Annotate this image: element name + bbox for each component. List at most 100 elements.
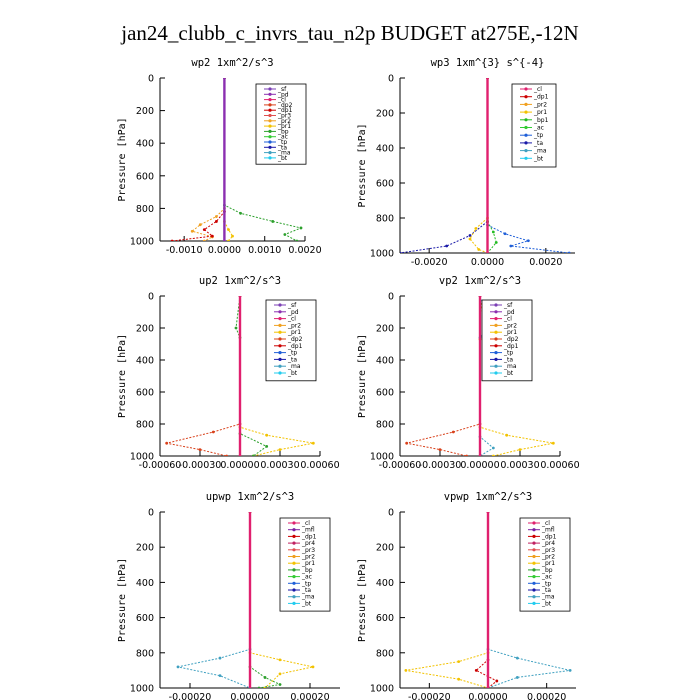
x-tick-label: 0.00030	[260, 460, 299, 471]
y-tick-label: 0	[148, 508, 154, 519]
y-tick-label: 600	[136, 613, 154, 624]
y-tick-label: 200	[136, 543, 154, 554]
series-point-bp	[295, 239, 299, 241]
series-point-bp	[265, 445, 269, 448]
legend-label: _ac	[533, 125, 544, 132]
x-tick-label: 0.00000	[468, 692, 507, 700]
series-point-dp1	[210, 234, 214, 238]
y-tick-label: 1000	[370, 684, 394, 695]
y-tick-label: 0	[148, 292, 154, 303]
series-point-dp1	[170, 239, 174, 241]
panel-title: wp3 1xm^{3} s^{-4}	[431, 57, 545, 69]
legend-box	[279, 517, 331, 612]
legend-marker	[524, 125, 528, 130]
legend-label: _pd	[503, 309, 515, 316]
chart-panel-1: wp2 1xm^2/s^3 Pressure [hPa] 0 200 400 600 800…	[117, 57, 322, 256]
legend-marker	[292, 541, 296, 545]
legend-label: _sf	[503, 302, 513, 309]
x-tick-label: 0.0020	[529, 257, 562, 268]
y-tick-label: 600	[376, 179, 394, 190]
series-point-pr1	[278, 448, 282, 451]
series-point-cl	[238, 296, 242, 298]
y-tick-label: 600	[136, 171, 154, 182]
series-point-dp1	[214, 220, 218, 223]
legend-marker	[268, 113, 272, 118]
legend-label: _pr2	[287, 322, 301, 329]
y-tick-label: 1000	[130, 237, 154, 248]
chart-panel-2: wp3 1xm^{3} s^{-4} Pressure [hPa] 0 200 400 6…	[357, 57, 575, 268]
legend-label: _ma	[541, 594, 555, 601]
legend-label: _pr4	[541, 540, 555, 547]
legend-label: _sf	[287, 302, 297, 309]
legend-marker	[292, 561, 296, 565]
series-point-pr1	[265, 433, 269, 437]
legend-marker	[494, 303, 498, 307]
legend-label: _pr1	[503, 329, 517, 336]
series-point-cl	[248, 686, 252, 688]
legend-label: _bp1	[533, 117, 549, 124]
legend-marker	[524, 102, 528, 106]
legend-label: _pr1	[541, 560, 555, 567]
legend-marker	[292, 521, 296, 525]
legend-marker	[278, 317, 282, 321]
series-point-bp	[251, 454, 255, 456]
series-point-pr1	[278, 658, 282, 662]
legend-label: _ta	[277, 144, 287, 151]
legend-label: _pd	[287, 309, 299, 316]
series-point-cl	[486, 512, 490, 514]
y-axis-label: Pressure [hPa]	[357, 334, 368, 418]
series-group	[176, 512, 315, 688]
series-point-pr1	[227, 239, 230, 241]
y-tick-label: 400	[376, 578, 394, 589]
legend-marker	[532, 568, 536, 572]
series-point-bp1	[491, 230, 495, 234]
legend-label: _ma	[301, 594, 315, 601]
legend-box	[511, 83, 557, 168]
x-tick-label: -0.00020	[408, 692, 451, 700]
legend-label: _ma	[503, 363, 517, 370]
x-tick-label: 0.0010	[248, 245, 281, 256]
legend-label: _bt	[541, 600, 552, 607]
legend-marker	[278, 364, 282, 368]
legend-label: _sf	[277, 86, 287, 93]
y-tick-label: 200	[136, 324, 154, 335]
legend-marker	[494, 371, 498, 375]
legend-marker	[524, 95, 528, 99]
legend-label: _ta	[301, 587, 311, 594]
series-group	[404, 512, 572, 688]
y-tick-label: 0	[148, 74, 154, 85]
legend-label: _mfl	[541, 527, 555, 534]
legend-label: _dp1	[287, 343, 303, 350]
series-group	[170, 78, 303, 241]
x-tick-label: 0.00000	[460, 460, 499, 471]
legend-marker	[292, 588, 296, 592]
legend-label: _pr1	[277, 123, 291, 130]
series-point-ma	[176, 665, 180, 669]
y-tick-label: 1000	[130, 452, 154, 463]
legend-marker	[292, 581, 296, 585]
series-point-pr1	[404, 669, 408, 672]
legend-marker	[292, 554, 296, 559]
legend-marker	[524, 156, 528, 160]
y-tick-label: 800	[376, 648, 394, 659]
legend-label: _bp	[277, 128, 289, 135]
series-point-pr1	[477, 248, 481, 251]
chart-panel-3: up2 1xm^2/s^3 Pressure [hPa] 0 200 400 600 800…	[117, 275, 340, 471]
legend-marker	[268, 135, 272, 139]
series-point-dp2	[198, 448, 202, 451]
legend-marker	[494, 323, 498, 327]
series-point-pr2	[198, 223, 202, 227]
y-tick-label: 400	[136, 578, 154, 589]
x-tick-label: 0.00060	[540, 460, 579, 471]
series-point-dp2	[405, 441, 409, 445]
legend-label: _pr2	[503, 322, 517, 329]
y-tick-label: 200	[376, 109, 394, 120]
series-point-bp	[263, 676, 267, 679]
series-point-pr1	[278, 672, 282, 676]
legend-label: _pr1	[287, 329, 301, 336]
x-tick-label: 0.00000	[220, 460, 259, 471]
legend-marker	[268, 98, 272, 102]
legend-marker	[532, 575, 536, 579]
legend-box	[481, 299, 533, 382]
